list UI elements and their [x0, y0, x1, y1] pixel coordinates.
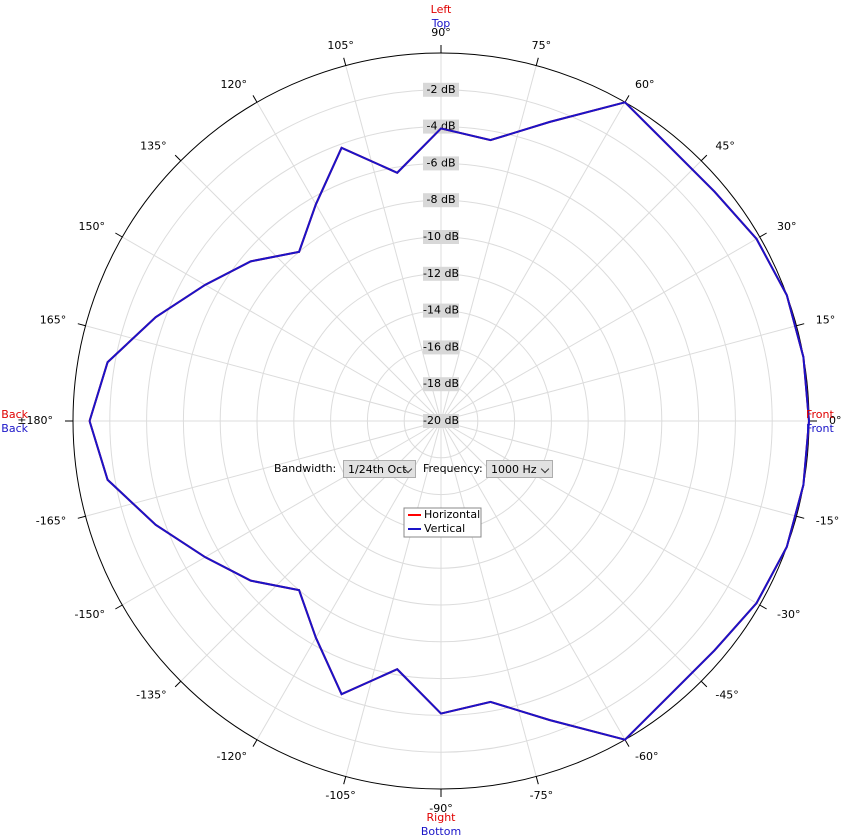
direction-label: Front — [806, 422, 835, 435]
theta-tick — [115, 604, 123, 610]
theta-tick — [343, 57, 347, 66]
bandwidth-label: Bandwidth: — [274, 462, 337, 475]
theta-tick-label: 75° — [532, 39, 552, 52]
r-tick-label-bg — [423, 193, 459, 208]
theta-tick — [624, 739, 630, 747]
bandwidth-select[interactable]: 1/24th Oct — [343, 460, 416, 478]
r-tick-label-bg — [423, 414, 459, 428]
theta-tick-label: -135° — [136, 688, 166, 701]
theta-tick-label: -120° — [217, 750, 247, 763]
direction-label: Right — [427, 811, 457, 824]
theta-tick — [115, 232, 123, 238]
frequency-label: Frequency: — [423, 462, 483, 475]
theta-tick-label: 150° — [78, 220, 105, 233]
r-tick-label: -20 dB — [423, 414, 459, 427]
theta-tick — [77, 515, 86, 519]
r-tick-label-bg — [423, 303, 459, 318]
theta-tick-label: 165° — [40, 314, 67, 327]
direction-label: Bottom — [421, 825, 461, 838]
theta-tick-label: 0° — [829, 414, 842, 427]
theta-tick-label: ±180° — [17, 414, 53, 427]
theta-tick-label: -15° — [816, 514, 839, 527]
theta-tick — [77, 323, 86, 327]
theta-tick — [796, 515, 805, 519]
theta-tick — [535, 57, 539, 66]
r-tick-label: -12 dB — [423, 267, 459, 280]
theta-tick-label: -75° — [530, 789, 553, 802]
theta-tick-label: 30° — [777, 220, 797, 233]
series-line — [88, 101, 811, 741]
direction-label: Top — [431, 17, 451, 30]
legend-box — [403, 507, 482, 538]
theta-tick-label: -30° — [777, 608, 800, 621]
theta-tick — [759, 232, 767, 238]
theta-tick-label: -150° — [75, 608, 105, 621]
theta-tick — [343, 776, 347, 785]
theta-tick — [624, 95, 630, 103]
theta-tick-label: -60° — [635, 750, 658, 763]
r-tick-label-bg — [423, 377, 459, 392]
r-tick-label-bg — [423, 340, 459, 355]
theta-tick-label: -45° — [715, 688, 738, 701]
r-tick-label-bg — [423, 230, 459, 244]
theta-tick-label: -165° — [36, 514, 66, 527]
r-tick-label: -16 dB — [423, 340, 459, 353]
legend-label: Vertical — [424, 522, 465, 535]
theta-tick-label: 60° — [635, 78, 655, 91]
r-tick-label: -8 dB — [427, 193, 456, 206]
theta-tick — [174, 154, 182, 162]
theta-tick — [700, 680, 708, 688]
direction-label: Front — [806, 408, 835, 421]
theta-tick-label: 105° — [327, 39, 354, 52]
direction-label: Left — [431, 3, 452, 16]
theta-tick — [252, 739, 258, 747]
r-tick-label-bg — [423, 82, 459, 97]
theta-tick — [700, 154, 708, 162]
direction-label: Back — [1, 422, 28, 435]
legend-label: Horizontal — [424, 508, 480, 521]
theta-tick-label: 45° — [715, 140, 735, 153]
theta-tick-label: 120° — [221, 78, 248, 91]
theta-tick — [759, 604, 767, 610]
theta-tick — [174, 680, 182, 688]
theta-tick — [535, 776, 539, 785]
theta-tick-label: 90° — [431, 26, 451, 39]
r-tick-label: -2 dB — [427, 83, 456, 96]
theta-tick-label: 135° — [140, 140, 167, 153]
theta-tick-label: -105° — [325, 789, 355, 802]
r-tick-label: -6 dB — [427, 156, 456, 169]
r-tick-label: -18 dB — [423, 377, 459, 390]
theta-tick — [252, 95, 258, 103]
direction-label: Back — [1, 408, 28, 421]
r-tick-label: -14 dB — [423, 304, 459, 317]
r-tick-label-bg — [423, 156, 459, 171]
theta-tick — [796, 323, 805, 327]
theta-tick-label: -90° — [429, 802, 452, 815]
theta-tick-label: 15° — [816, 314, 836, 327]
frequency-select[interactable]: 1000 Hz — [486, 460, 553, 478]
r-tick-label: -10 dB — [423, 230, 459, 243]
r-tick-label-bg — [423, 266, 459, 281]
